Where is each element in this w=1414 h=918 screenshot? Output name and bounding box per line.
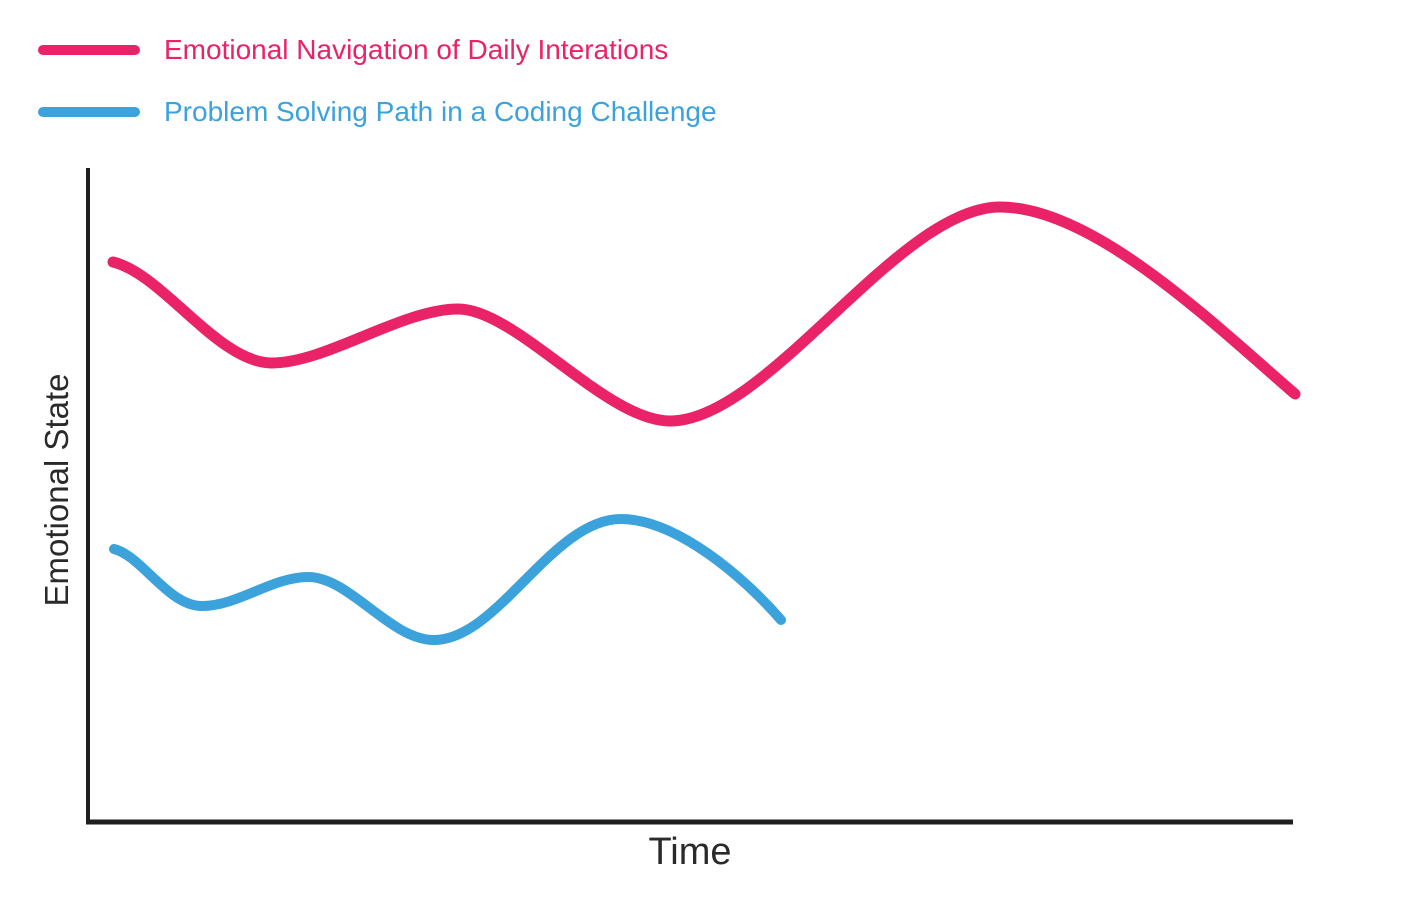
x-axis-label: Time: [648, 831, 732, 873]
legend: Emotional Navigation of Daily Interation…: [38, 33, 717, 157]
legend-item-coding-challenge: Problem Solving Path in a Coding Challen…: [38, 95, 717, 129]
series-line-coding-challenge: [109, 514, 786, 645]
legend-label-0: Emotional Navigation of Daily Interation…: [164, 34, 669, 65]
legend-label-1: Problem Solving Path in a Coding Challen…: [164, 96, 717, 127]
y-axis-label: Emotional State: [38, 373, 75, 607]
series-line-daily-interations: [107, 201, 1301, 427]
legend-swatch-0: [38, 45, 140, 55]
legend-swatch-1: [38, 107, 140, 117]
legend-item-daily-interations: Emotional Navigation of Daily Interation…: [38, 33, 717, 67]
